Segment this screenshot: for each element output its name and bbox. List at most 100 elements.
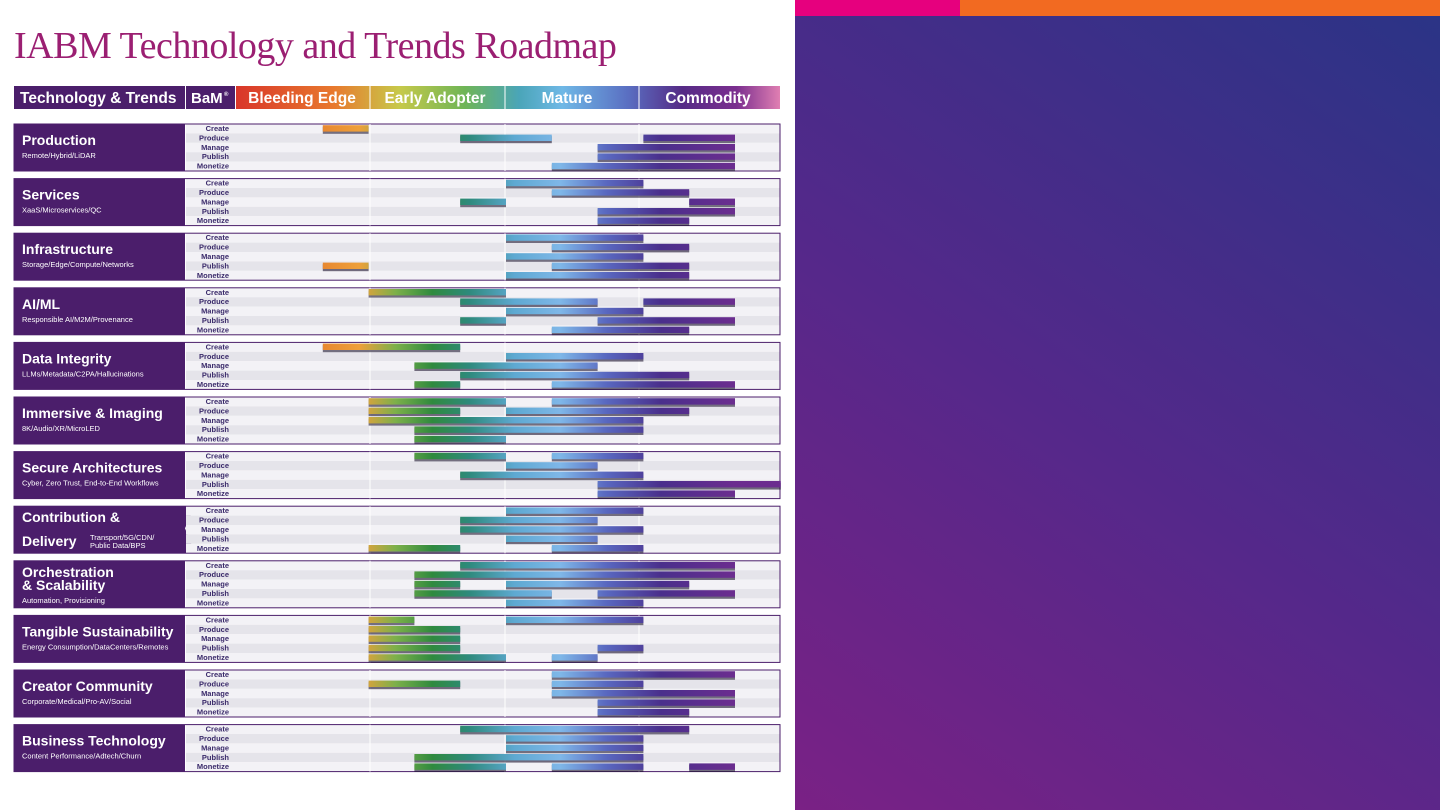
bar (597, 708, 690, 716)
row-stripe (186, 624, 780, 635)
header-bam-mark: ® (224, 91, 229, 98)
row-stripe (186, 142, 780, 153)
bar (368, 398, 506, 405)
bar (506, 253, 644, 260)
bar (368, 654, 506, 661)
group-subtitle: Storage/Edge/Compute/Networks (22, 260, 134, 269)
bar (597, 208, 735, 215)
row-stripe (186, 506, 780, 516)
bar (643, 298, 735, 305)
row-stripe (186, 479, 780, 490)
group-label-cell (14, 342, 185, 390)
group-border (13, 178, 781, 227)
accent-bar-pink (795, 0, 960, 16)
row-label-manage: Manage (201, 525, 229, 534)
bar (506, 234, 644, 241)
bar (551, 381, 735, 388)
row-label-create: Create (206, 725, 229, 734)
row-label-monetize: Monetize (197, 489, 229, 498)
group-label-cell (14, 724, 185, 772)
bar (506, 462, 598, 469)
bar (460, 562, 735, 569)
bar (551, 398, 735, 405)
decorative-panel (795, 0, 1440, 810)
row-stripe (186, 489, 780, 499)
bar (551, 326, 690, 333)
bar (460, 725, 690, 733)
row-label-monetize: Monetize (197, 708, 229, 717)
row-stripe (186, 152, 780, 162)
row-label-create: Create (206, 233, 229, 242)
group-subtitle: 8K/Audio/XR/MicroLED (22, 424, 101, 433)
bar (597, 217, 690, 224)
row-stripe (186, 252, 780, 262)
bar (414, 362, 598, 369)
bar (551, 763, 644, 770)
bar (551, 243, 690, 251)
bar (322, 125, 369, 132)
group-title: Orchestration (22, 564, 114, 580)
bar (506, 580, 690, 588)
header-bam-cell (186, 86, 235, 109)
row-label-monetize: Monetize (197, 325, 229, 334)
bar (368, 545, 461, 552)
bar (368, 289, 506, 296)
bar (551, 654, 598, 661)
row-label-produce: Produce (199, 297, 229, 306)
bar (506, 353, 644, 360)
roadmap-chart: Technology & Trends BaM ® Bleeding Edge Earl… (13, 86, 781, 773)
bar (368, 626, 461, 633)
group-subtitle: Cyber, Zero Trust, End-to-End Workflows (22, 479, 159, 488)
row-stripe (186, 670, 780, 680)
group-title: Data Integrity (22, 350, 112, 366)
row-label-publish: Publish (202, 644, 230, 653)
bar (551, 680, 644, 687)
group-border (13, 669, 781, 718)
row-stripe (186, 178, 780, 188)
row-stripe (186, 543, 780, 554)
group-border (13, 287, 781, 336)
row-label-monetize: Monetize (197, 544, 229, 553)
row-stripe (186, 734, 780, 744)
row-label-manage: Manage (201, 143, 229, 152)
row-stripe (186, 124, 780, 134)
group-subtitle: Responsible AI/M2M/Provenance (22, 315, 133, 324)
group-label-cell (14, 287, 185, 335)
row-label-manage: Manage (201, 743, 229, 752)
row-stripe (186, 743, 780, 753)
bar (506, 744, 644, 751)
bar (551, 162, 735, 170)
bar (460, 298, 598, 305)
row-stripe (186, 579, 780, 589)
bar (460, 516, 598, 524)
row-label-manage: Manage (201, 634, 229, 643)
row-stripe (186, 233, 780, 243)
bar (368, 407, 461, 414)
row-stripe (186, 261, 780, 271)
bar (597, 699, 735, 706)
bar (597, 144, 735, 151)
bar (506, 407, 690, 414)
group-label-cell (14, 397, 185, 444)
bar (460, 471, 644, 478)
stage-label-bleeding-edge: Bleeding Edge (248, 90, 356, 107)
page-title: IABM Technology and Trends Roadmap (14, 25, 617, 67)
group-title: Secure Architectures (22, 460, 163, 476)
bar (368, 680, 461, 687)
bar (414, 763, 506, 770)
row-label-create: Create (206, 342, 229, 351)
group-title: AI/ML (22, 296, 61, 312)
row-label-publish: Publish (202, 753, 230, 762)
group-title: Creator Community (22, 678, 153, 694)
group-border (13, 396, 781, 445)
bar (414, 571, 735, 578)
row-stripe (186, 242, 780, 252)
group-title: Production (22, 132, 96, 148)
group-title: Immersive & Imaging (22, 405, 163, 421)
header-tech-label: Technology & Trends (20, 90, 176, 107)
group-subtitle: Corporate/Medical/Pro-AV/Social (22, 697, 132, 706)
bar (551, 690, 735, 697)
group-border (13, 123, 781, 172)
roadmap-slide: IABM Technology and Trends Roadmap (13, 25, 781, 773)
bar (551, 671, 735, 678)
